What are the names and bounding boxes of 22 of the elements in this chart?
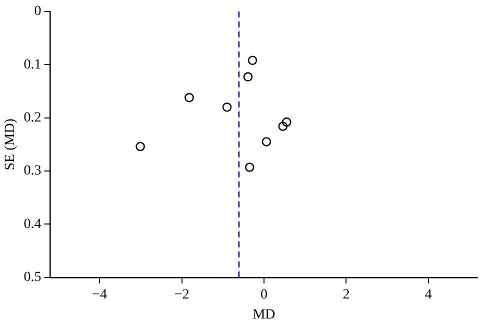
point [243,72,253,82]
y-tick-label: 0.3 [24,164,42,179]
x-tick-label: 2 [342,287,350,302]
y-tick-label: 0 [34,4,42,20]
x-axis-title: MD [252,307,276,322]
x-tick-label: −4 [92,287,108,302]
point [248,56,258,65]
y-axis-title: SE (MD) [3,118,18,170]
x-tick-label: 0 [260,287,268,302]
y-tick-label: 0.1 [24,57,42,72]
point [278,122,288,131]
y-tick-label: 0.2 [24,110,42,126]
point [222,102,232,112]
point [244,162,254,172]
point [282,117,292,127]
y-tick-label: 0.5 [24,270,42,286]
y-tick-label: 0.4 [24,216,42,232]
point [136,142,145,152]
point [184,92,194,102]
x-tick-label: −2 [174,287,190,302]
x-tick-label: 4 [424,287,432,302]
point [262,137,272,146]
